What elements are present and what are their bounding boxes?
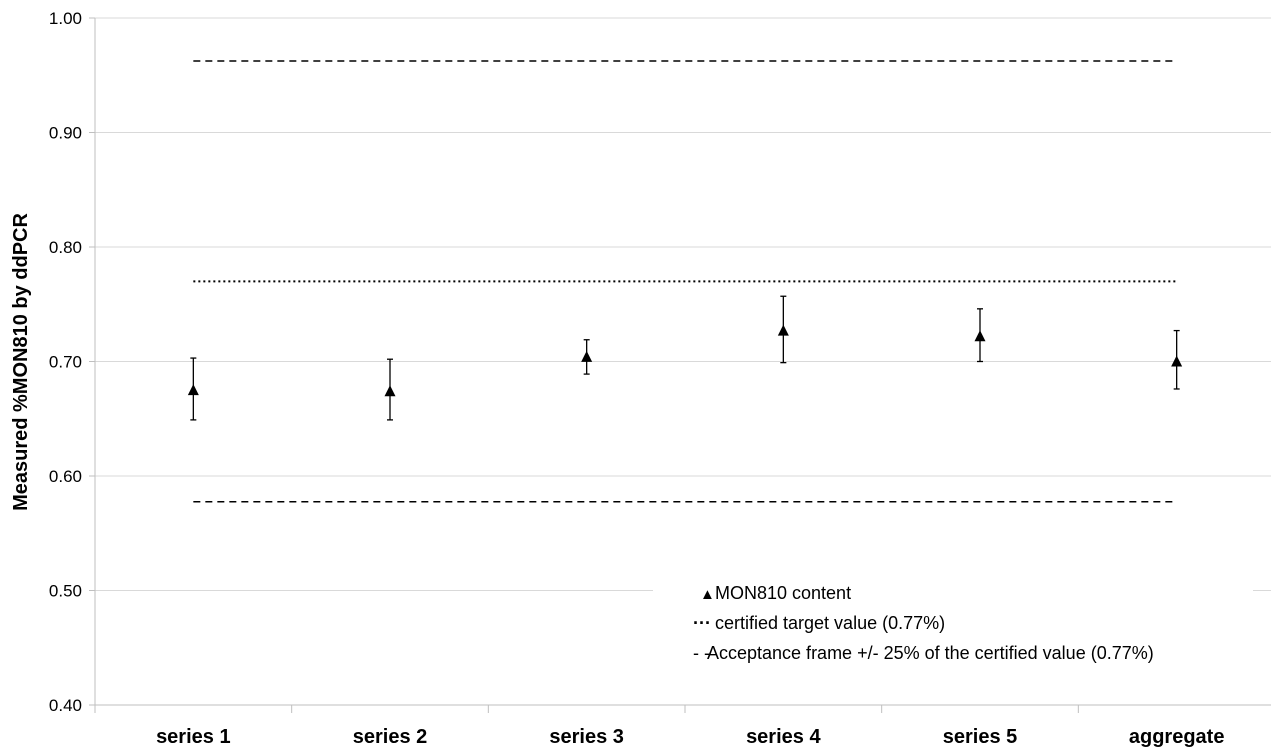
legend-label-mon810: MON810 content bbox=[715, 583, 851, 603]
x-tick-label: series 1 bbox=[156, 726, 231, 748]
legend-label-acceptance: Acceptance frame +/- 25% of the certifie… bbox=[707, 643, 1154, 663]
data-point bbox=[187, 384, 199, 396]
legend-entry-acceptance: - - Acceptance frame +/- 25% of the cert… bbox=[693, 643, 1154, 663]
x-tick-label: series 5 bbox=[943, 726, 1018, 748]
legend: ▲ MON810 content ··· certified target va… bbox=[653, 575, 1253, 675]
legend-symbol-dashed: - - bbox=[693, 643, 710, 663]
data-points bbox=[187, 324, 1183, 397]
data-point bbox=[974, 330, 986, 342]
legend-background bbox=[653, 575, 1253, 675]
data-point bbox=[1171, 355, 1183, 367]
y-tick-label: 0.60 bbox=[49, 467, 82, 486]
x-tick-label: series 3 bbox=[549, 726, 624, 748]
y-tick-label: 1.00 bbox=[49, 9, 82, 28]
y-axis-title: Measured %MON810 by ddPCR bbox=[10, 213, 32, 511]
axes bbox=[89, 17, 1271, 713]
y-tick-label: 0.90 bbox=[49, 124, 82, 143]
data-point bbox=[581, 350, 593, 362]
y-tick-label: 0.80 bbox=[49, 238, 82, 257]
legend-entry-target: ··· certified target value (0.77%) bbox=[693, 613, 945, 633]
y-tick-label: 0.50 bbox=[49, 582, 82, 601]
axis-labels: 0.40 0.50 0.60 0.70 0.80 0.90 1.00 series 1 seri… bbox=[49, 9, 1225, 748]
legend-symbol-dotted: ··· bbox=[693, 613, 711, 633]
legend-symbol-triangle: ▲ bbox=[700, 586, 715, 603]
x-tick-label: aggregate bbox=[1129, 726, 1225, 748]
legend-label-target: certified target value (0.77%) bbox=[715, 613, 945, 633]
data-point bbox=[777, 324, 789, 336]
x-tick-label: series 2 bbox=[353, 726, 428, 748]
y-tick-label: 0.70 bbox=[49, 353, 82, 372]
y-tick-label: 0.40 bbox=[49, 696, 82, 715]
error-bars bbox=[190, 295, 1180, 421]
reference-lines bbox=[193, 60, 1177, 503]
legend-entry-mon810: ▲ MON810 content bbox=[700, 583, 851, 603]
data-point bbox=[384, 385, 396, 397]
grid-lines bbox=[95, 17, 1271, 591]
x-tick-label: series 4 bbox=[746, 726, 821, 748]
